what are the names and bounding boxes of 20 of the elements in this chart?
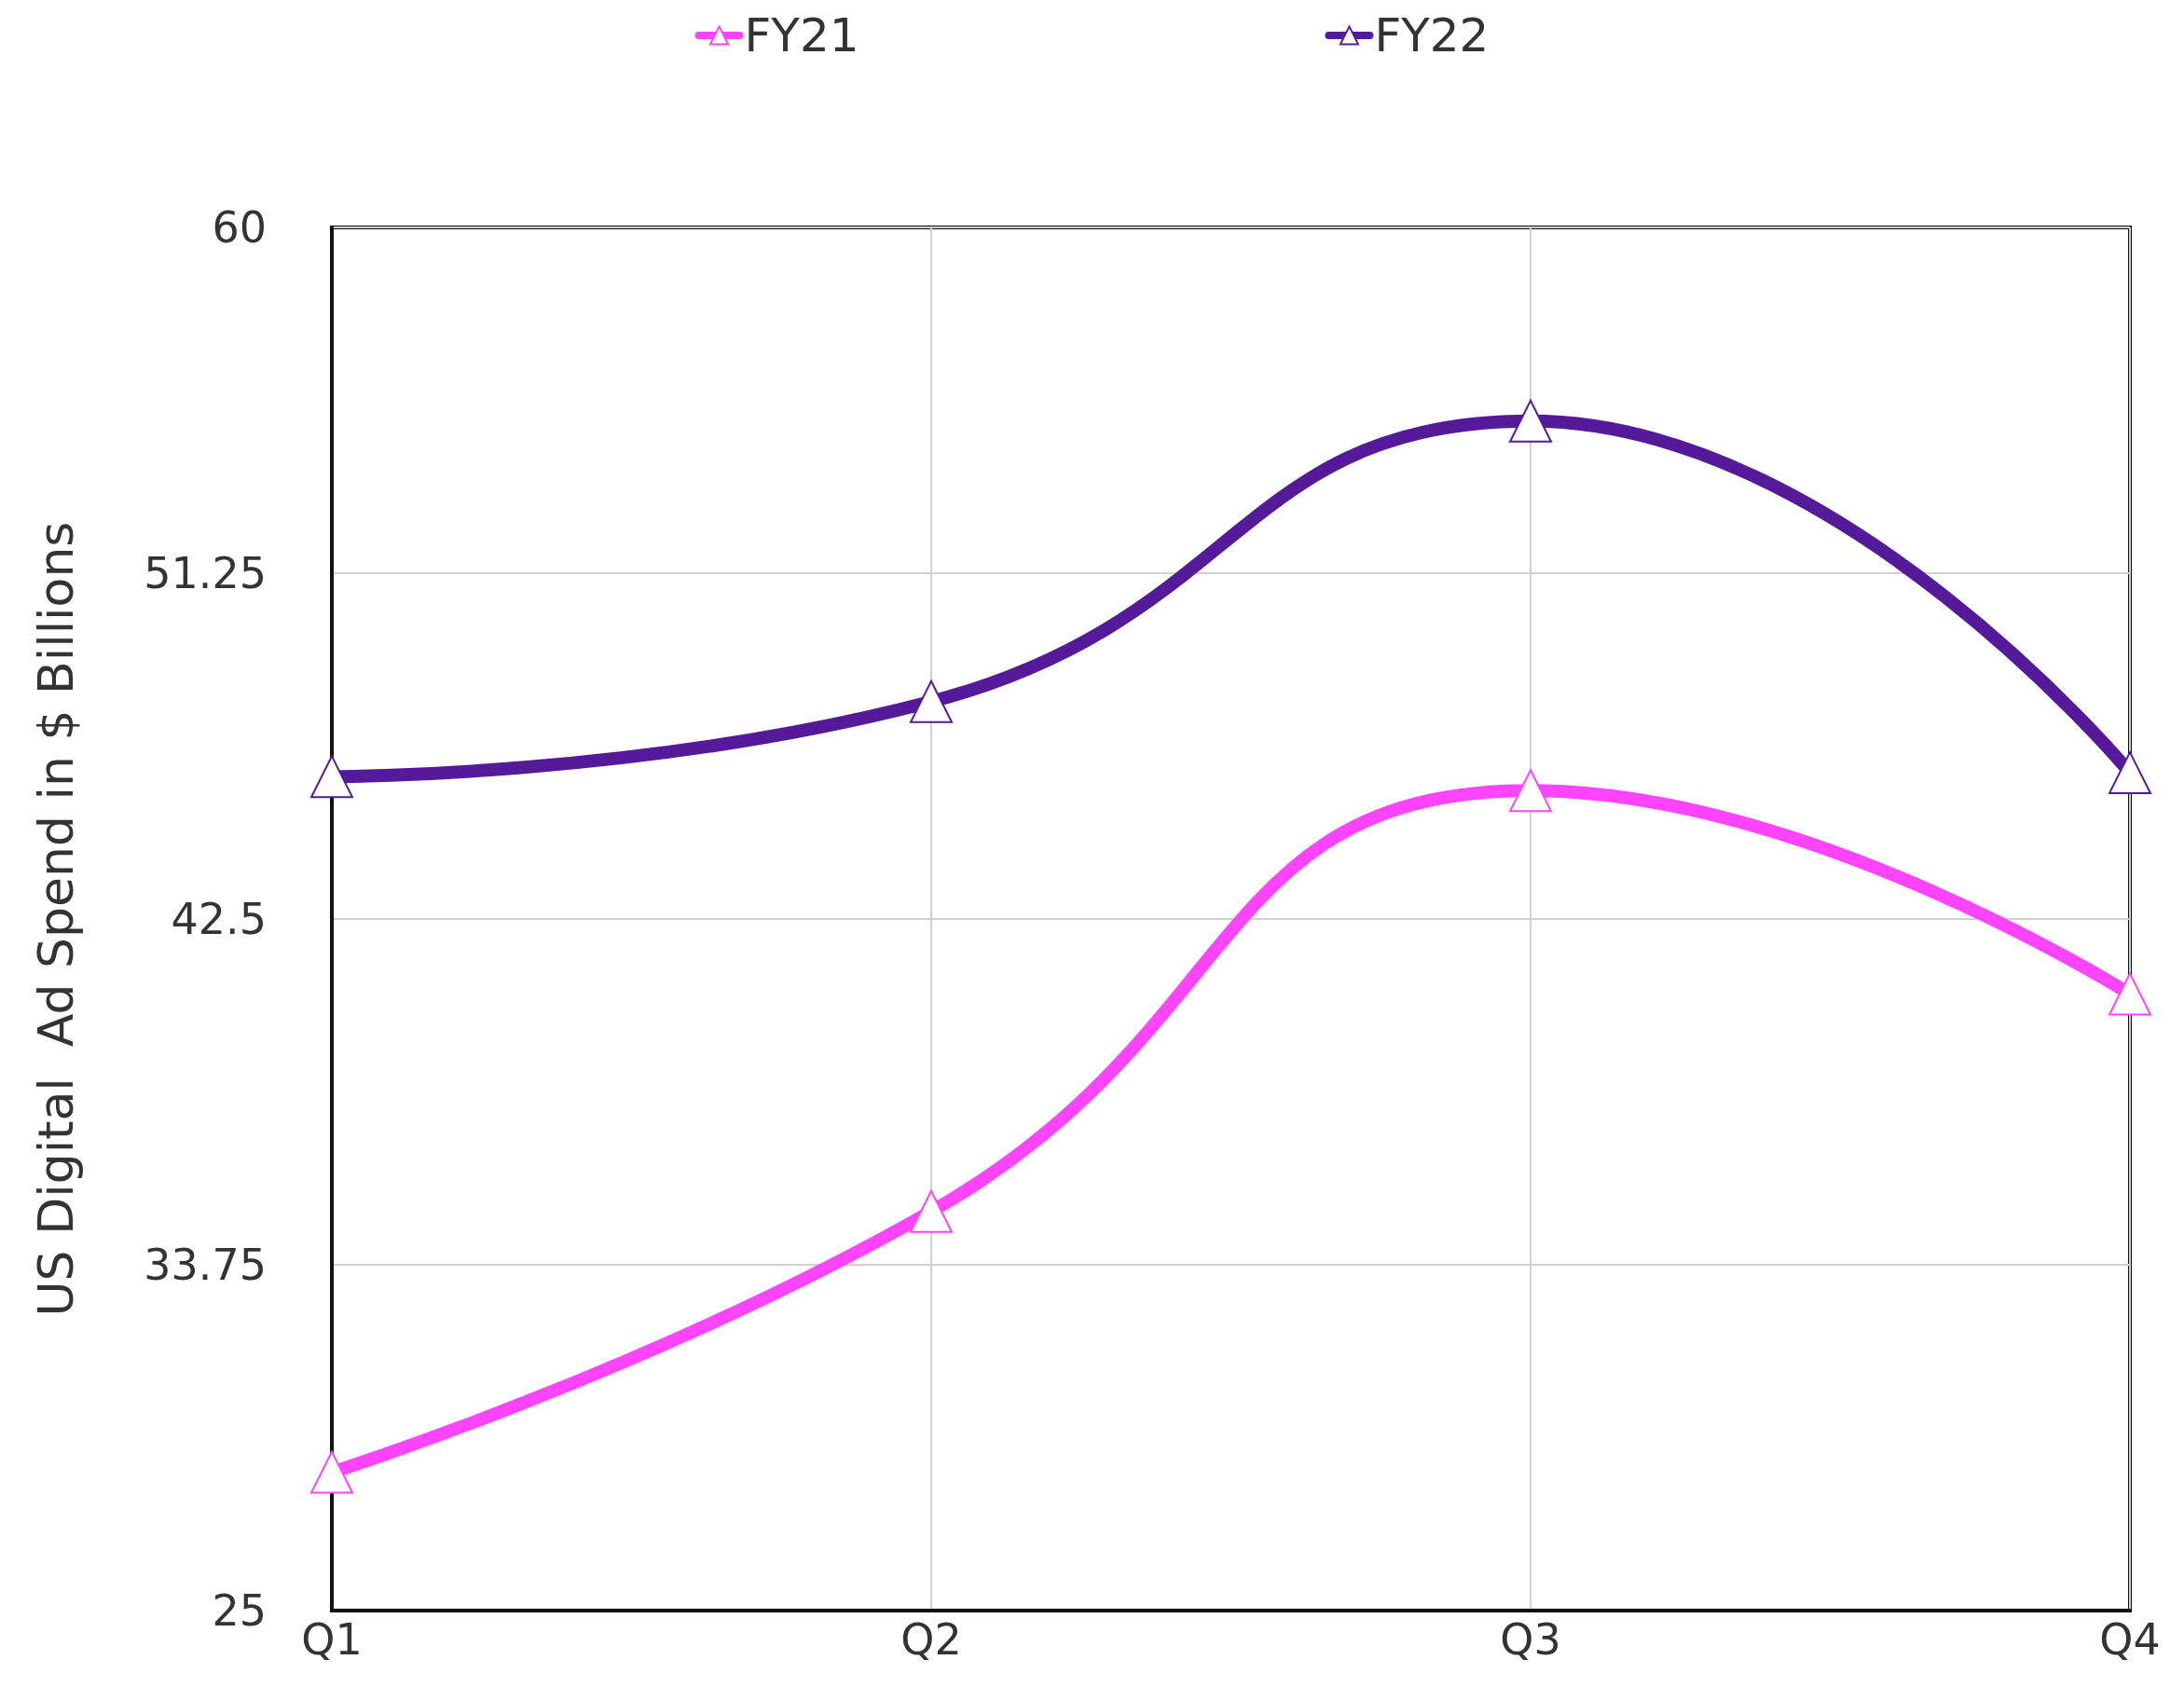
y-tick-label: 60 [212, 202, 267, 253]
point [2108, 751, 2151, 795]
point [910, 679, 953, 723]
y-tick-label: 33.75 [144, 1240, 267, 1290]
y-tick-label: 51.25 [144, 548, 267, 598]
point [1509, 769, 1552, 813]
legend-label: FY22 [1374, 8, 1490, 62]
point [2108, 972, 2151, 1016]
y-axis-title: US Digital Ad Spend in $ Billions [28, 521, 84, 1317]
x-tick-label: Q2 [900, 1614, 962, 1665]
y-tick-label: 42.5 [171, 894, 267, 944]
x-tick-label: Q1 [301, 1614, 363, 1665]
x-tick-label: Q4 [2099, 1614, 2161, 1665]
point [910, 1189, 953, 1233]
point [310, 1450, 353, 1494]
x-tick-label: Q3 [1500, 1614, 1561, 1665]
point [1509, 399, 1552, 443]
legend-label: FY21 [744, 8, 859, 62]
point [310, 755, 353, 799]
y-tick-label: 25 [212, 1585, 267, 1636]
